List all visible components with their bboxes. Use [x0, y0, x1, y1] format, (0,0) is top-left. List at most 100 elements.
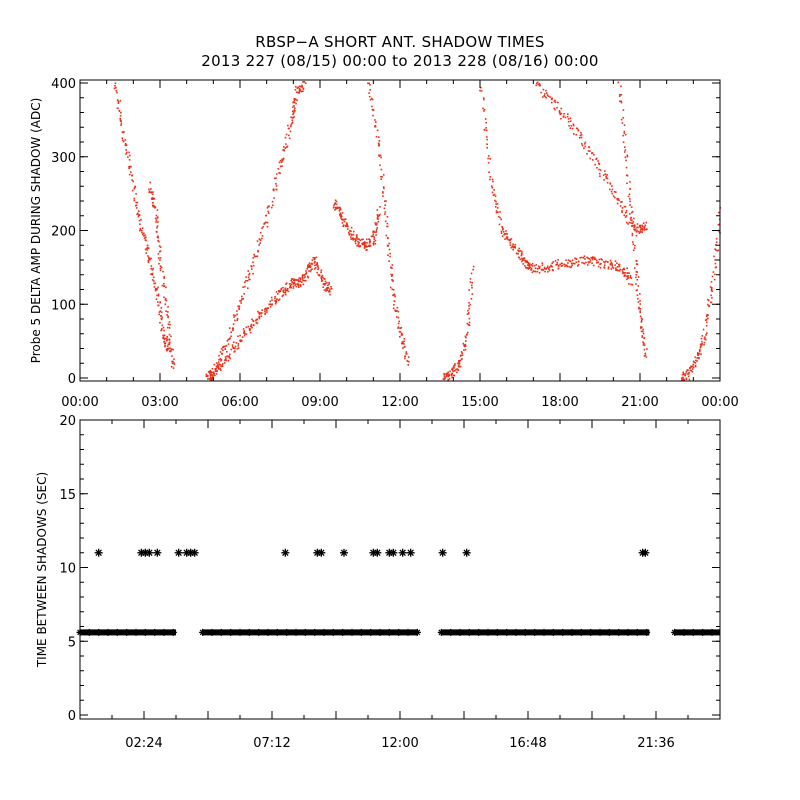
asterisk-marker [404, 628, 412, 636]
data-point [259, 239, 262, 242]
data-point [539, 84, 542, 87]
data-point [524, 261, 527, 263]
data-point [209, 376, 212, 379]
asterisk-marker [208, 628, 216, 636]
data-point [715, 241, 718, 243]
data-point [587, 264, 589, 266]
data-point [299, 89, 302, 91]
data-point [297, 280, 300, 283]
data-point [323, 278, 325, 280]
data-point [353, 238, 355, 240]
y-tick-label: 300 [51, 151, 76, 166]
data-point [307, 265, 309, 267]
data-point [261, 235, 264, 237]
data-point [154, 282, 157, 285]
data-point [134, 185, 137, 188]
data-point [629, 188, 631, 190]
data-point [375, 135, 378, 138]
data-point [641, 335, 644, 337]
data-point [373, 238, 375, 240]
data-point [461, 358, 463, 360]
data-point [320, 276, 323, 278]
data-point [152, 197, 154, 199]
data-point [630, 216, 632, 219]
data-point [334, 206, 337, 209]
data-point [464, 345, 467, 347]
data-point [408, 360, 410, 363]
data-point [328, 291, 330, 293]
data-point [571, 264, 573, 266]
data-point [691, 365, 694, 368]
data-point [626, 278, 628, 281]
data-point [258, 312, 260, 314]
data-point [399, 327, 401, 329]
data-point [354, 240, 356, 243]
data-point [578, 137, 581, 139]
data-point [607, 267, 610, 270]
data-point [153, 280, 155, 282]
data-point [495, 210, 498, 212]
data-point [372, 243, 375, 246]
data-point [386, 222, 389, 225]
data-point [127, 156, 129, 158]
data-point [264, 308, 266, 311]
data-point [535, 84, 538, 87]
data-point [154, 288, 157, 291]
data-point [241, 295, 243, 298]
data-point [362, 241, 365, 244]
data-point [564, 116, 567, 119]
data-point [616, 266, 619, 268]
data-point [495, 211, 498, 214]
data-point [570, 265, 573, 268]
data-point [372, 114, 374, 117]
data-point [443, 378, 445, 381]
data-point [243, 334, 246, 337]
data-point [400, 342, 403, 345]
data-point [159, 310, 162, 312]
data-point [243, 281, 246, 284]
data-point [309, 270, 312, 273]
data-point [166, 348, 168, 351]
data-point [536, 81, 539, 84]
data-point [479, 89, 481, 92]
asterisk-marker [398, 548, 407, 557]
data-point [292, 112, 295, 114]
data-point [266, 307, 268, 309]
data-point [120, 122, 123, 125]
data-point [320, 271, 322, 273]
data-point [147, 261, 150, 264]
asterisk-marker [113, 628, 121, 636]
data-point [262, 226, 265, 228]
data-point [266, 207, 269, 209]
data-point [599, 175, 601, 177]
data-point [509, 238, 512, 241]
data-point [166, 349, 168, 352]
asterisk-marker [153, 548, 162, 557]
data-point [151, 198, 154, 200]
data-point [710, 281, 713, 283]
data-point [466, 322, 469, 325]
data-point [384, 220, 387, 223]
asterisk-marker [413, 628, 421, 636]
data-point [622, 134, 624, 137]
data-point [224, 345, 227, 348]
data-point [605, 260, 607, 263]
data-point [344, 225, 347, 228]
data-point [128, 167, 130, 170]
data-point [618, 199, 620, 201]
data-point [207, 378, 209, 380]
asterisk-marker [283, 628, 291, 636]
data-point [209, 374, 212, 377]
data-point [586, 153, 588, 155]
data-point [238, 308, 240, 310]
data-point [642, 344, 645, 346]
asterisk-marker [671, 628, 679, 636]
data-point [156, 231, 158, 233]
data-point [496, 203, 499, 205]
data-point [572, 262, 575, 265]
data-point [173, 363, 176, 365]
data-point [575, 261, 578, 263]
data-point [136, 213, 138, 216]
data-point [146, 247, 148, 250]
data-point [155, 219, 158, 221]
